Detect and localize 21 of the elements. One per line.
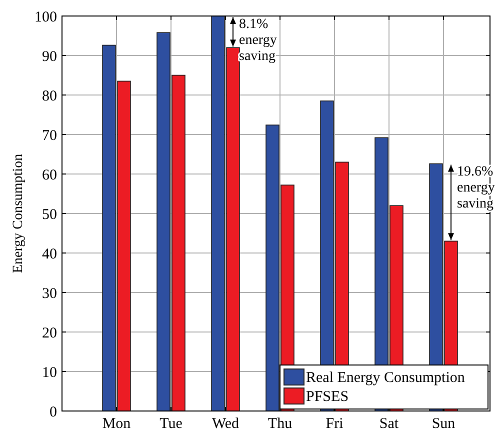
y-tick-label: 10	[42, 364, 57, 381]
y-tick-label: 0	[50, 404, 57, 420]
y-tick-label: 80	[42, 88, 57, 104]
x-tick-label: Tue	[160, 416, 183, 432]
legend-label: Real Energy Consumption	[306, 370, 466, 386]
y-tick-label: 40	[42, 246, 57, 262]
x-tick-label: Sat	[379, 416, 400, 432]
y-tick-label: 20	[42, 325, 57, 342]
x-tick-label: Sun	[432, 416, 456, 432]
y-tick-label: 90	[42, 48, 57, 65]
y-tick-label: 50	[42, 206, 57, 223]
x-tick-label: Wed	[212, 416, 240, 432]
y-tick-label: 100	[34, 9, 57, 26]
y-tick-label: 60	[42, 167, 57, 184]
y-tick-label: 30	[42, 286, 57, 302]
y-axis-title: Energy Consumption	[11, 154, 26, 274]
y-tick-label: 70	[42, 128, 57, 144]
x-tick-label: Fri	[326, 416, 344, 432]
x-tick-label: Mon	[102, 416, 132, 432]
x-tick-label: Thu	[268, 416, 293, 432]
legend-label: PFSES	[306, 389, 349, 405]
